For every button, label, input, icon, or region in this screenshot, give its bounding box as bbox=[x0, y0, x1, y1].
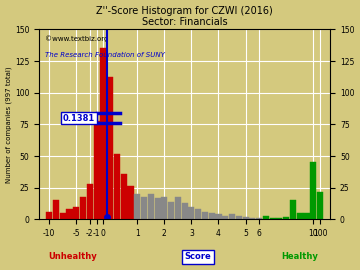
Bar bbox=[310, 162, 316, 220]
Bar bbox=[60, 213, 66, 220]
Bar bbox=[270, 218, 276, 220]
Bar bbox=[215, 214, 221, 220]
Bar bbox=[121, 174, 127, 220]
Bar bbox=[175, 197, 181, 220]
Bar bbox=[46, 212, 52, 220]
Bar bbox=[114, 154, 120, 220]
Bar bbox=[181, 203, 188, 220]
Text: ©www.textbiz.org: ©www.textbiz.org bbox=[45, 35, 108, 42]
Bar bbox=[263, 216, 269, 220]
Bar bbox=[283, 217, 289, 220]
Y-axis label: Number of companies (997 total): Number of companies (997 total) bbox=[5, 66, 12, 183]
Bar bbox=[80, 197, 86, 220]
Bar bbox=[188, 207, 194, 220]
Bar bbox=[168, 202, 174, 220]
Bar bbox=[276, 218, 283, 220]
Title: Z''-Score Histogram for CZWI (2016)
Sector: Financials: Z''-Score Histogram for CZWI (2016) Sect… bbox=[96, 6, 273, 27]
Bar bbox=[73, 207, 79, 220]
Text: 0.1381: 0.1381 bbox=[63, 113, 95, 123]
Bar bbox=[134, 194, 140, 220]
Bar bbox=[202, 212, 208, 220]
Bar bbox=[249, 218, 255, 220]
Bar bbox=[141, 197, 147, 220]
Bar bbox=[317, 191, 323, 220]
Bar bbox=[290, 200, 296, 220]
Bar bbox=[229, 214, 235, 220]
Bar bbox=[236, 216, 242, 220]
Bar bbox=[154, 198, 161, 220]
Bar bbox=[148, 194, 154, 220]
Text: Unhealthy: Unhealthy bbox=[49, 252, 97, 261]
Bar bbox=[209, 213, 215, 220]
Bar bbox=[87, 184, 93, 220]
Bar bbox=[107, 77, 113, 220]
Bar bbox=[243, 217, 249, 220]
Bar bbox=[297, 213, 303, 220]
Bar bbox=[222, 216, 228, 220]
Bar bbox=[195, 209, 201, 220]
Bar bbox=[256, 218, 262, 220]
Bar bbox=[67, 209, 73, 220]
Text: Score: Score bbox=[185, 252, 212, 261]
Bar bbox=[303, 213, 310, 220]
Text: The Research Foundation of SUNY: The Research Foundation of SUNY bbox=[45, 52, 165, 58]
Bar bbox=[100, 48, 107, 220]
Text: Healthy: Healthy bbox=[281, 252, 318, 261]
Bar bbox=[127, 187, 134, 220]
Bar bbox=[53, 200, 59, 220]
Bar bbox=[94, 121, 100, 220]
Bar bbox=[161, 197, 167, 220]
